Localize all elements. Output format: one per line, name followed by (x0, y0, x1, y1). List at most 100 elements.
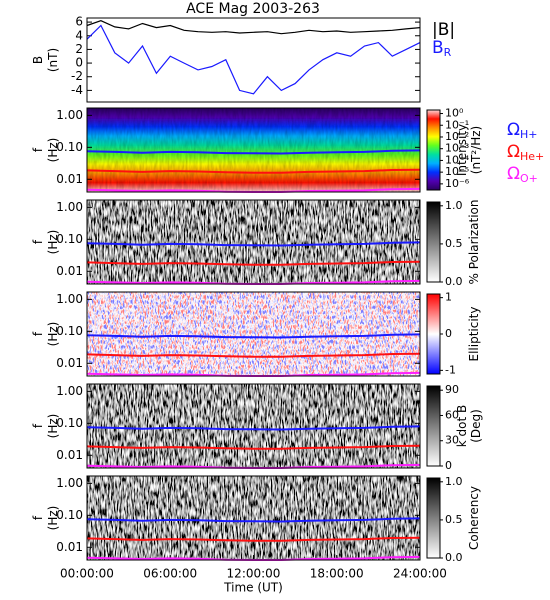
y-axis-label-line: f (31, 423, 45, 428)
y-tick-label: 0.10 (56, 140, 83, 154)
legend-entry: ΩO+ (507, 164, 538, 185)
y-axis-label-line: B (31, 56, 45, 64)
colorbar-tick-label: 0.5 (445, 513, 463, 526)
series-line (86, 444, 421, 450)
series-line (86, 425, 421, 431)
y-tick-label: 0.01 (56, 172, 83, 186)
x-tick-label: 18:00:00 (310, 567, 364, 581)
colorbar-tick-label: 10⁻¹ (445, 118, 469, 131)
panel-frame (86, 199, 421, 285)
y-axis-label-line: (nT) (46, 48, 60, 72)
legend-subscript: H+ (520, 128, 538, 141)
y-axis-label-line: (Hz) (46, 322, 60, 347)
colorbar (426, 201, 441, 283)
colorbar-label: k dot B(Deg) (455, 405, 483, 447)
colorbar (426, 293, 441, 375)
colorbar-tick-label: 60 (445, 408, 459, 421)
colorbar-tick-label: 90 (445, 383, 459, 396)
y-axis-label: f(Hz) (31, 138, 60, 163)
y-axis-label: f(Hz) (31, 230, 60, 255)
legend-name: |B| (432, 20, 455, 40)
y-axis-label: B(nT) (31, 48, 60, 72)
colorbar-tick-label: 10⁻² (445, 130, 469, 143)
x-tick-label: 00:00:00 (60, 567, 114, 581)
legend-entry: ΩHe+ (507, 142, 544, 163)
colorbar-tick-label: 10⁰ (445, 107, 464, 120)
series-line (86, 352, 421, 358)
colorbar-tick-label: 0 (445, 327, 452, 340)
y-axis-label-line: f (31, 147, 45, 152)
y-axis-label-line: f (31, 239, 45, 244)
colorbar-label-line: k dot B (455, 405, 469, 447)
series-line (86, 517, 421, 523)
series-line (86, 333, 421, 339)
chart-title: ACE Mag 2003-263 (186, 1, 320, 17)
panel-frame (86, 291, 421, 377)
y-tick-label: 1.00 (56, 476, 83, 490)
legend-name: B (432, 38, 444, 58)
legend-entry: ΩH+ (507, 120, 538, 141)
series-line (86, 260, 421, 266)
y-tick-label: 4 (75, 28, 83, 42)
colorbar-label-line: Coherency (467, 486, 481, 550)
y-axis-label: f(Hz) (31, 506, 60, 531)
y-tick-label: -4 (71, 83, 83, 97)
colorbar (426, 109, 441, 191)
legend-subscript: O+ (520, 172, 538, 185)
y-tick-label: 1.00 (56, 292, 83, 306)
y-tick-label: 0.01 (56, 448, 83, 462)
x-tick-label: 12:00:00 (227, 567, 281, 581)
panel-frame (86, 17, 421, 103)
y-tick-label: 0.01 (56, 540, 83, 554)
y-tick-label: 0.10 (56, 416, 83, 430)
y-tick-label: 0.10 (56, 508, 83, 522)
legend-name: Ω (507, 120, 520, 140)
legend-name: Ω (507, 142, 520, 162)
series-line (86, 24, 421, 95)
colorbar-label: Coherency (467, 486, 481, 550)
y-tick-label: 2 (75, 42, 83, 56)
spectrogram-background (87, 292, 420, 376)
y-tick-label: 6 (75, 15, 83, 29)
colorbar-tick-label: 10⁻⁴ (445, 153, 470, 166)
panel-frame (86, 107, 421, 193)
y-axis-label-line: f (31, 515, 45, 520)
y-axis-label-line: (Hz) (46, 138, 60, 163)
series-line (86, 536, 421, 542)
panel-frame (86, 475, 421, 561)
colorbar-label: Ellipticity (467, 307, 481, 362)
colorbar-label-line: Ellipticity (467, 307, 481, 362)
y-tick-label: 1.00 (56, 384, 83, 398)
colorbar (426, 477, 441, 559)
colorbar-label-line: Intensity (455, 124, 469, 176)
legend-entry: BR (432, 38, 452, 59)
colorbar-label-line: (Deg) (469, 409, 483, 443)
series-line (86, 241, 421, 247)
y-axis-label-line: (Hz) (46, 506, 60, 531)
series-line (86, 149, 421, 155)
spectrogram-background (87, 384, 420, 468)
colorbar-tick-label: 10⁻⁶ (445, 177, 470, 190)
colorbar-tick-label: 0.5 (445, 237, 463, 250)
colorbar-label: % Polarization (467, 200, 481, 285)
colorbar-tick-label: 0.0 (445, 551, 463, 564)
spectrogram-background (87, 476, 420, 560)
x-axis-label: Time (UT) (223, 581, 283, 595)
spectrogram-background (87, 108, 420, 192)
colorbar-tick-label: 1 (445, 291, 452, 304)
colorbar-tick-label: 1.0 (445, 475, 463, 488)
colorbar-label: Intensity(nT²/Hz) (455, 124, 483, 176)
panel-frame (86, 383, 421, 469)
y-axis-label-line: (Hz) (46, 230, 60, 255)
y-axis-label-line: (Hz) (46, 414, 60, 439)
x-tick-label: 24:00:00 (393, 567, 447, 581)
y-tick-label: -2 (71, 69, 83, 83)
y-tick-label: 1.00 (56, 200, 83, 214)
series-line (86, 168, 421, 174)
colorbar-tick-label: 10⁻³ (445, 142, 469, 155)
colorbar-label-line: (nT²/Hz) (469, 126, 483, 174)
colorbar-label-line: % Polarization (467, 200, 481, 285)
legend-subscript: R (444, 46, 452, 59)
colorbar-tick-label: 0.0 (445, 275, 463, 288)
